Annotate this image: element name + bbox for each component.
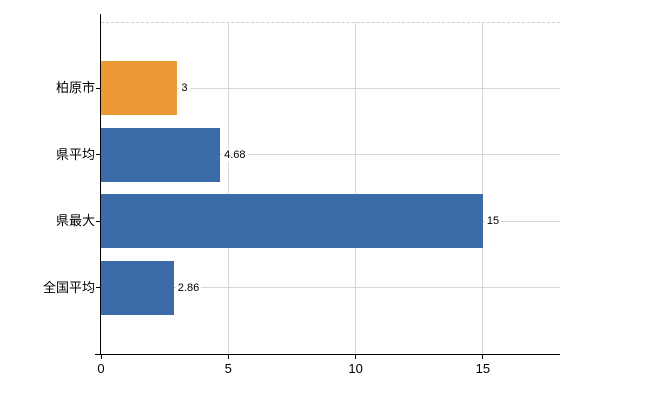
x-gridline bbox=[227, 22, 229, 354]
category-tick bbox=[96, 154, 101, 156]
row-gridline bbox=[101, 87, 560, 89]
x-tick bbox=[227, 354, 229, 359]
bar-value-label: 2.86 bbox=[175, 280, 202, 295]
x-tick-label: 10 bbox=[348, 361, 363, 376]
x-gridline bbox=[482, 22, 484, 354]
x-gridline bbox=[355, 22, 357, 354]
x-tick-label: 0 bbox=[97, 361, 105, 376]
bar-value-label: 15 bbox=[484, 214, 502, 229]
row-gridline bbox=[101, 154, 560, 156]
y-axis-line bbox=[100, 14, 101, 354]
x-tick bbox=[355, 354, 357, 359]
x-tick bbox=[482, 354, 484, 359]
category-label: 柏原市 bbox=[55, 80, 95, 96]
x-axis-line bbox=[95, 354, 560, 355]
x-tick-label: 5 bbox=[224, 361, 232, 376]
bar bbox=[101, 127, 221, 182]
category-tick bbox=[96, 287, 101, 289]
category-tick bbox=[96, 220, 101, 222]
bar-value-label: 4.68 bbox=[222, 147, 248, 162]
plot-top-border bbox=[101, 22, 560, 23]
x-tick bbox=[100, 354, 102, 359]
row-gridline bbox=[101, 287, 560, 289]
category-label: 全国平均 bbox=[42, 279, 95, 295]
bar bbox=[101, 194, 483, 249]
bar bbox=[101, 260, 174, 315]
bar-value-label: 3 bbox=[179, 81, 190, 96]
category-label: 県平均 bbox=[55, 146, 95, 162]
category-label: 県最大 bbox=[55, 213, 95, 229]
x-tick-label: 15 bbox=[475, 361, 491, 376]
bar bbox=[101, 61, 178, 116]
category-tick bbox=[96, 87, 101, 89]
